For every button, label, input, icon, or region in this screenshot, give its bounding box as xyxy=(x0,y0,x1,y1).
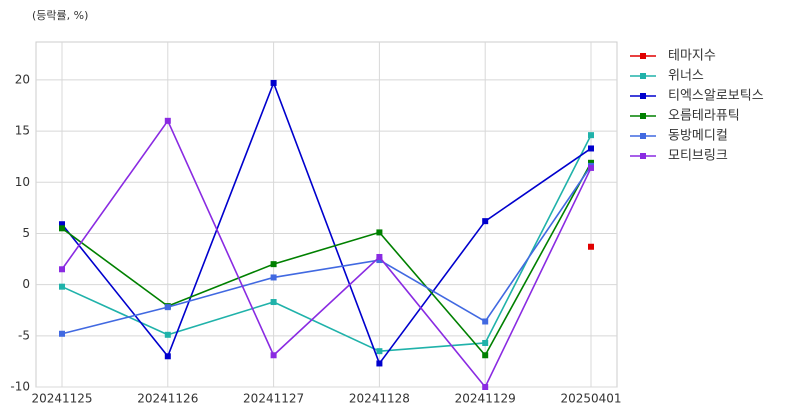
legend-marker xyxy=(640,153,646,159)
y-tick-label: -10 xyxy=(10,380,30,394)
x-tick-label: 20241127 xyxy=(243,392,304,406)
point-marker xyxy=(588,159,594,166)
point-marker xyxy=(270,261,277,268)
x-tick-label: 20241129 xyxy=(455,392,516,406)
y-tick-label: 10 xyxy=(15,175,30,189)
point-marker xyxy=(164,304,171,311)
legend-marker xyxy=(640,93,646,99)
point-marker xyxy=(59,330,65,337)
y-tick-label: 15 xyxy=(15,124,30,138)
series-line xyxy=(61,134,592,352)
point-marker xyxy=(270,274,277,281)
legend-label: 위너스 xyxy=(668,69,704,84)
point-marker xyxy=(588,132,594,139)
y-axis-label: (등락률, %) xyxy=(32,9,88,22)
x-tick-label: 20241126 xyxy=(137,392,198,406)
legend-label: 모티브링크 xyxy=(668,149,728,164)
legend-marker xyxy=(640,133,646,139)
point-marker xyxy=(588,243,594,250)
legend-label: 티엑스알로보틱스 xyxy=(668,89,764,104)
point-marker xyxy=(59,221,65,228)
point-marker xyxy=(376,253,383,260)
point-marker xyxy=(376,348,383,355)
point-marker xyxy=(59,283,65,290)
point-marker xyxy=(270,299,277,306)
point-marker xyxy=(164,353,171,360)
plot-area xyxy=(35,41,618,388)
series-line xyxy=(61,162,592,357)
point-marker xyxy=(270,352,277,359)
legend-label: 테마지수 xyxy=(668,49,716,64)
x-tick-label: 20250401 xyxy=(560,392,621,406)
point-marker xyxy=(164,117,171,124)
point-marker xyxy=(482,339,489,346)
legend-marker xyxy=(640,113,646,119)
x-tick-label: 20241128 xyxy=(349,392,410,406)
series-line xyxy=(61,80,592,366)
legend-label: 동방메디컬 xyxy=(668,129,728,144)
point-marker xyxy=(376,257,383,264)
point-marker xyxy=(482,352,489,359)
legend-label: 오름테라퓨틱 xyxy=(668,109,740,124)
series-line xyxy=(61,165,592,335)
point-marker xyxy=(588,164,594,171)
x-tick-label: 20241125 xyxy=(31,392,92,406)
y-tick-label: 5 xyxy=(22,226,30,240)
y-tick-label: 20 xyxy=(15,72,30,86)
legend-marker xyxy=(640,73,646,79)
point-marker xyxy=(482,218,489,225)
point-marker xyxy=(376,229,383,236)
y-tick-label: 0 xyxy=(22,277,30,291)
point-marker xyxy=(588,145,594,152)
point-marker xyxy=(482,318,489,325)
series-line xyxy=(61,119,592,389)
legend-marker xyxy=(640,53,646,59)
point-marker xyxy=(376,360,383,367)
point-marker xyxy=(59,266,65,273)
y-tick-label: -5 xyxy=(18,328,30,342)
point-marker xyxy=(59,225,65,232)
point-marker xyxy=(270,79,277,86)
point-marker xyxy=(482,384,489,390)
point-marker xyxy=(164,331,171,338)
